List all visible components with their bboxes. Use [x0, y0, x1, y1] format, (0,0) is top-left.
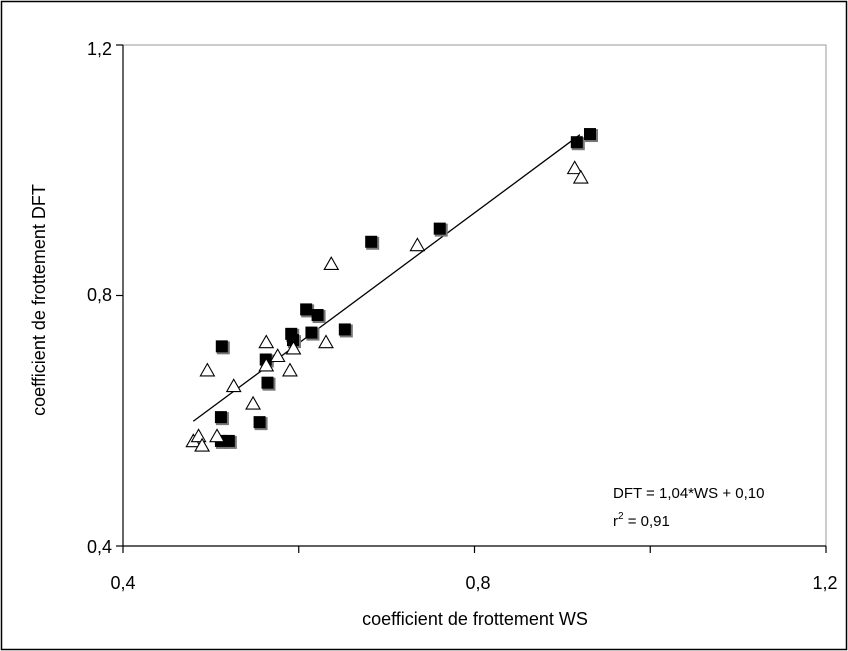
square-point: [253, 416, 266, 429]
y-tick-label: 0,8: [87, 285, 112, 305]
triangle-point: [209, 428, 225, 443]
square-point: [365, 235, 378, 248]
triangle-point: [282, 362, 298, 377]
square-point: [338, 323, 351, 336]
triangle-point: [409, 237, 426, 252]
triangle-point: [566, 160, 583, 175]
triangle-point: [258, 334, 275, 349]
r-squared-value: = 0,91: [624, 513, 670, 530]
triangle-point: [285, 340, 302, 355]
square-point: [300, 303, 313, 316]
axis-ticks: [116, 44, 827, 553]
regression-equation: DFT = 1,04*WS + 0,10: [613, 485, 764, 502]
r-squared-superscript: 2: [618, 511, 624, 522]
y-tick-label: 0,4: [87, 537, 112, 557]
triangle-point: [269, 348, 286, 363]
triangle-point: [323, 256, 340, 270]
triangle-point: [572, 169, 589, 184]
square-point: [214, 411, 227, 424]
triangle-point: [245, 395, 262, 410]
x-tick-label: 0,8: [465, 573, 490, 593]
square-point: [215, 340, 228, 353]
triangle-point: [194, 437, 211, 452]
r-squared-label: r2 = 0,91: [613, 511, 670, 530]
triangle-point: [225, 378, 242, 393]
y-axis-label: coefficient de frottement DFT: [29, 184, 49, 416]
square-point: [311, 309, 324, 322]
triangle-point: [318, 334, 334, 349]
triangle-point: [199, 362, 216, 377]
trendline: [192, 134, 581, 422]
x-tick-label: 1,2: [812, 573, 837, 593]
square-point: [570, 136, 583, 149]
triangle-point: [258, 357, 275, 372]
r-squared-prefix: r: [613, 513, 618, 530]
square-point: [583, 128, 596, 141]
square-point: [222, 434, 235, 447]
y-tick-label: 1,2: [87, 39, 112, 59]
square-point: [433, 222, 446, 235]
x-axis-label: coefficient de frottement WS: [362, 609, 588, 629]
x-tick-label: 0,4: [110, 573, 135, 593]
square-point: [305, 326, 318, 339]
square-point: [286, 334, 299, 347]
data-points: [185, 128, 598, 452]
square-point: [261, 376, 274, 389]
